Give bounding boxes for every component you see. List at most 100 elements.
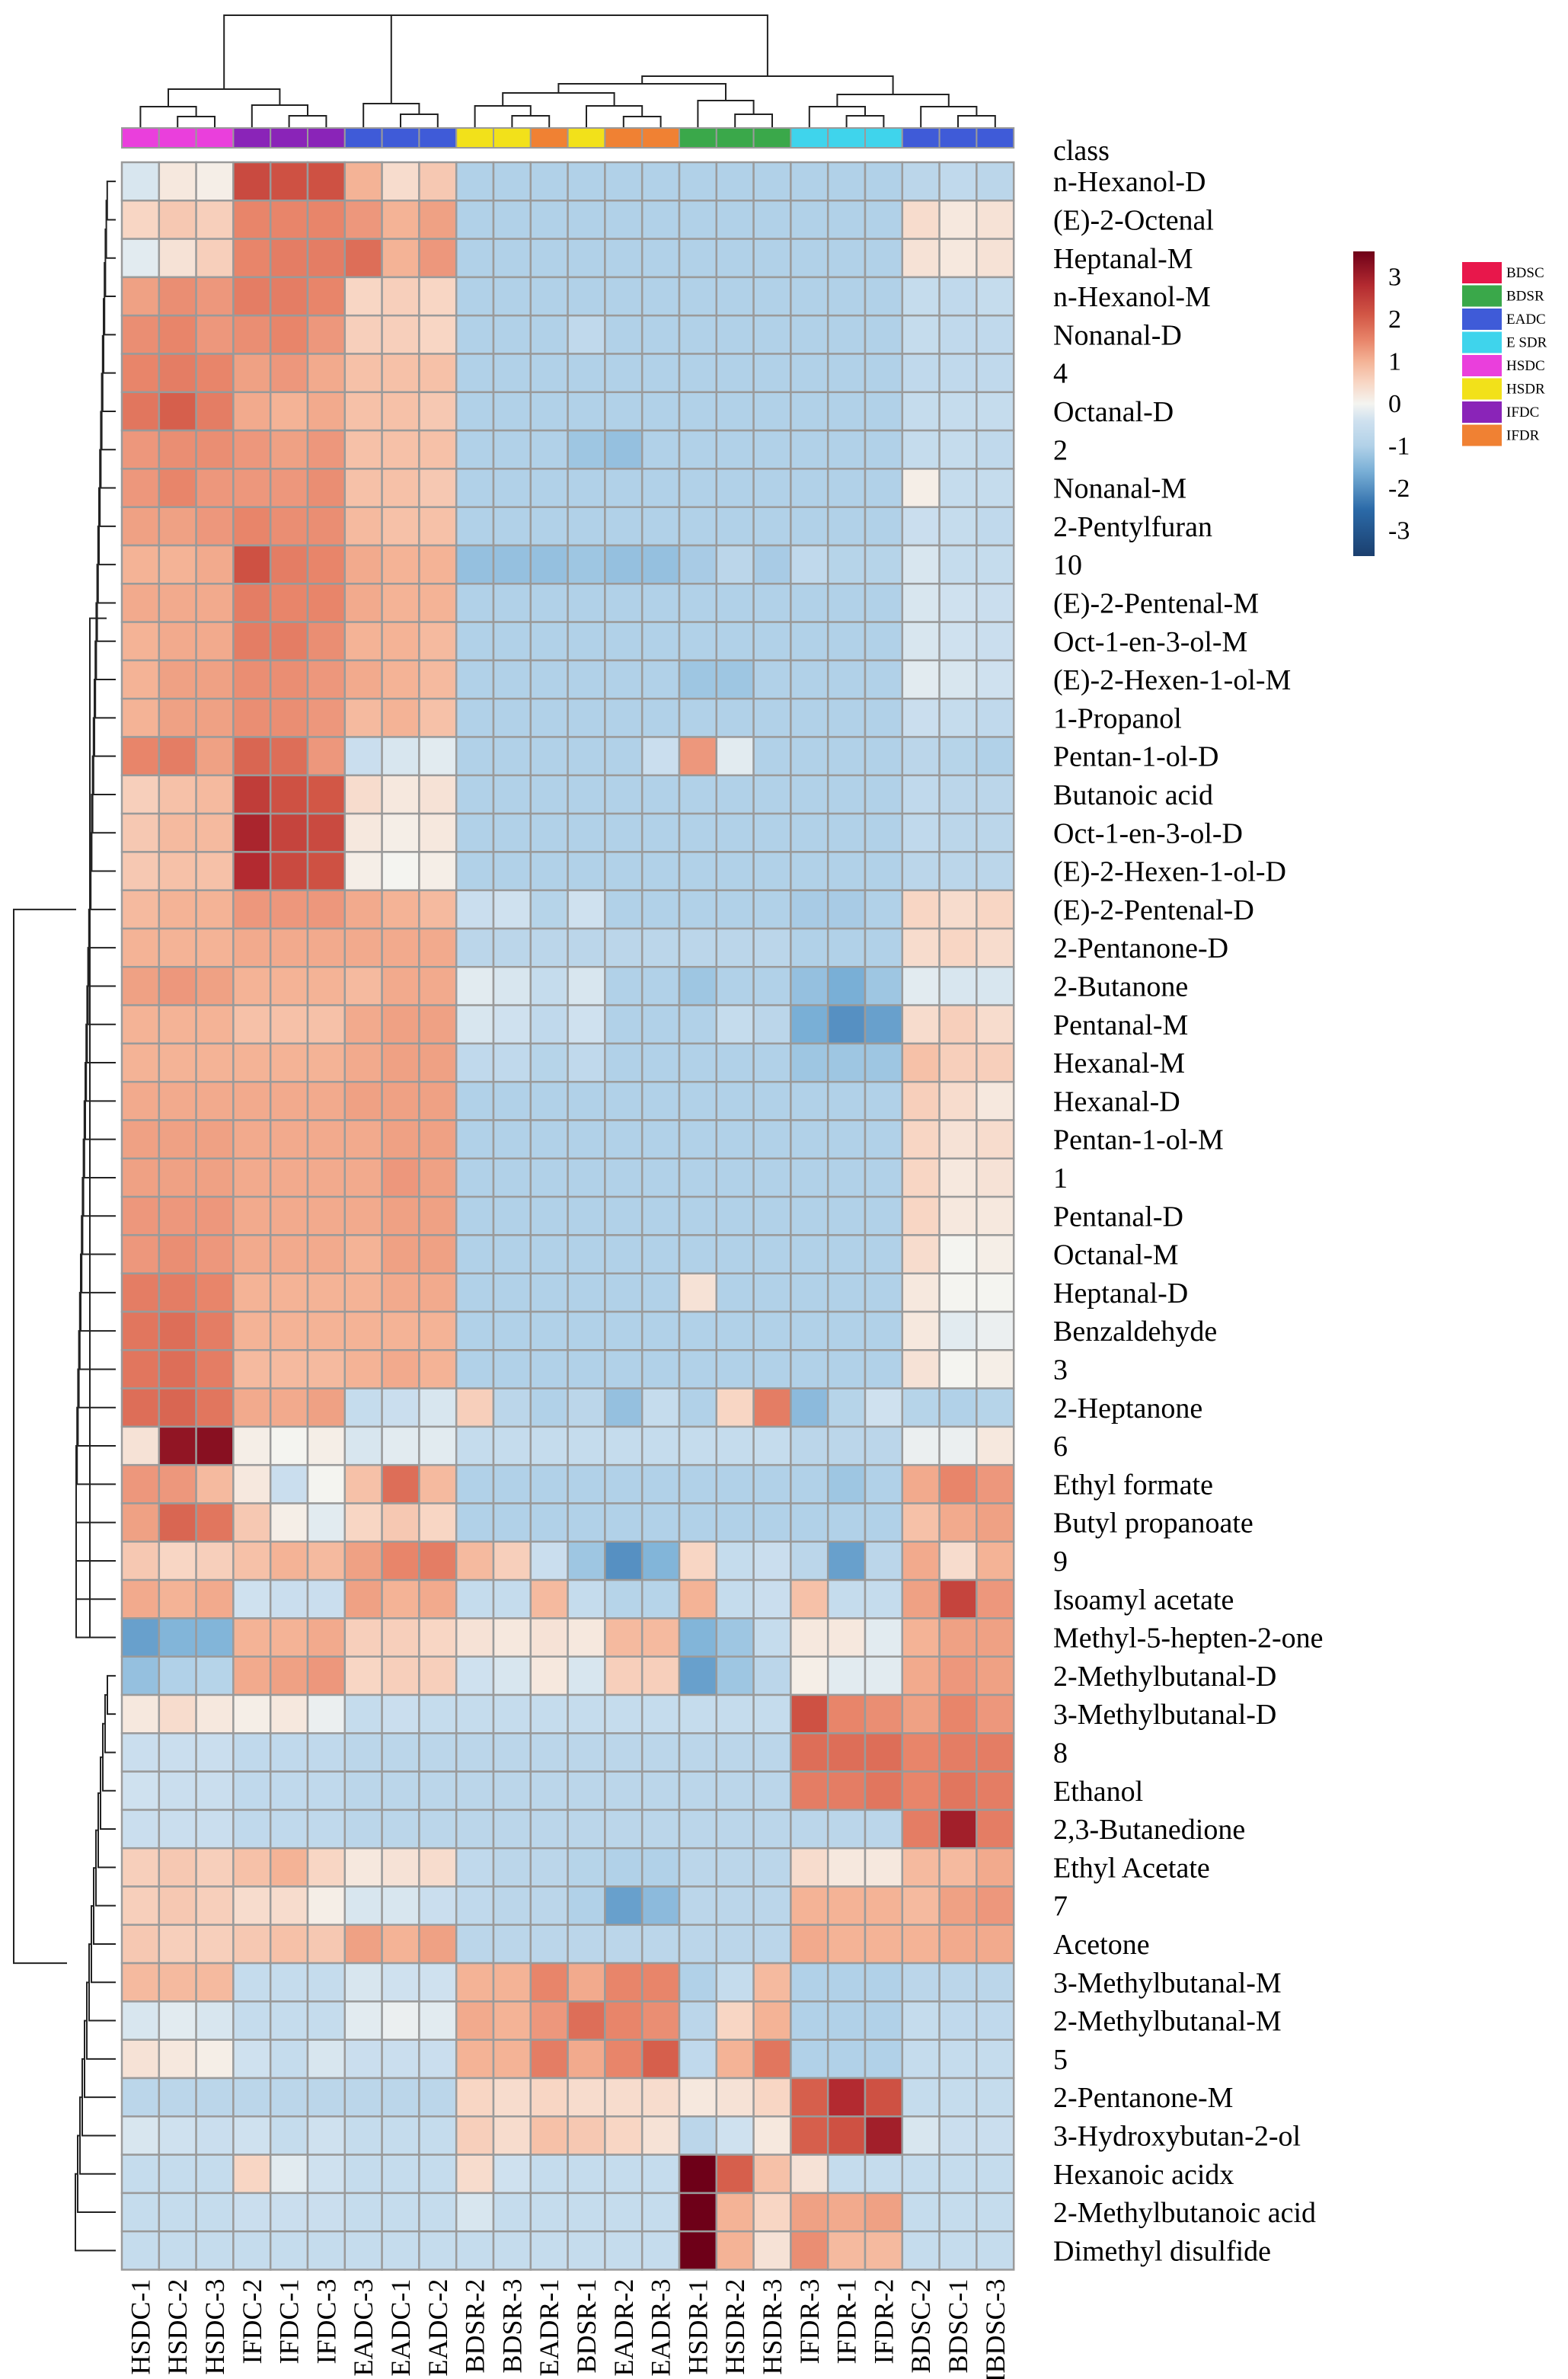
- heatmap-cell: [938, 1310, 978, 1351]
- heatmap-cell: [158, 1693, 197, 1735]
- heatmap-cell: [938, 736, 978, 777]
- heatmap-cell: [790, 1349, 829, 1389]
- heatmap-cell: [158, 544, 197, 585]
- heatmap-cell: [567, 812, 606, 853]
- heatmap-cell: [269, 1578, 309, 1620]
- heatmap-cell: [604, 468, 643, 508]
- heatmap-cell: [492, 1195, 532, 1236]
- heatmap-cell: [826, 621, 867, 662]
- heatmap-cell: [678, 659, 718, 700]
- heatmap-cell: [418, 697, 458, 738]
- heatmap-cell: [640, 1004, 681, 1045]
- heatmap-cell: [567, 697, 606, 738]
- heatmap-cell: [195, 736, 235, 777]
- heatmap-cell: [158, 2154, 197, 2195]
- heatmap-cell: [826, 1540, 867, 1581]
- heatmap-cell: [381, 1540, 420, 1581]
- heatmap-cell: [715, 2115, 755, 2156]
- heatmap-cell: [640, 1502, 681, 1543]
- heatmap-cell: [678, 2000, 718, 2041]
- heatmap-cell: [232, 889, 272, 930]
- heatmap-cell: [604, 2077, 643, 2118]
- heatmap-cell: [158, 1157, 197, 1198]
- heatmap-cell: [752, 1463, 792, 1504]
- heatmap-cell: [195, 621, 235, 662]
- heatmap-cell: [343, 697, 383, 738]
- class-annotation-bar: [121, 127, 1015, 149]
- heatmap-cell: [343, 1463, 383, 1504]
- heatmap-cell: [158, 238, 197, 279]
- heatmap-cell: [938, 812, 978, 853]
- heatmap-cell: [567, 1770, 606, 1811]
- heatmap-cell: [269, 2115, 309, 2156]
- heatmap-cell: [715, 1195, 755, 1236]
- heatmap-cell: [492, 1540, 532, 1581]
- dendrogram-link: [223, 14, 392, 104]
- heatmap-cell: [640, 1387, 681, 1428]
- heatmap-cell: [232, 391, 272, 432]
- heatmap-cell: [195, 1770, 235, 1811]
- heatmap-cell: [455, 583, 495, 623]
- heatmap-cell: [715, 353, 755, 394]
- heatmap-cell: [195, 1540, 235, 1581]
- heatmap-cell: [678, 1119, 718, 1160]
- heatmap-cell: [678, 1080, 718, 1121]
- heatmap-cell: [790, 1119, 829, 1160]
- heatmap-cell: [826, 1042, 867, 1083]
- heatmap-cell: [455, 544, 495, 585]
- heatmap-cell: [306, 1195, 346, 1236]
- heatmap-cell: [938, 1234, 978, 1274]
- legend-swatch: [1462, 355, 1502, 376]
- heatmap-cell: [752, 429, 792, 470]
- heatmap-cell: [195, 468, 235, 508]
- row-label: 2-Methylbutanoic acid: [1053, 2197, 1316, 2229]
- heatmap-cell: [715, 1923, 755, 1965]
- heatmap-cell: [715, 1157, 755, 1198]
- heatmap-cell: [678, 1387, 718, 1428]
- heatmap-cell: [492, 889, 532, 930]
- heatmap-cell: [604, 1540, 643, 1581]
- heatmap-cell: [678, 2038, 718, 2080]
- heatmap-cell: [901, 1272, 940, 1313]
- heatmap-cell: [343, 2154, 383, 2195]
- heatmap-cell: [976, 1310, 1015, 1351]
- heatmap-cell: [864, 774, 904, 815]
- heatmap-cell: [567, 1502, 606, 1543]
- heatmap-cell: [232, 659, 272, 700]
- heatmap-cell: [381, 429, 420, 470]
- heatmap-cell: [529, 1080, 569, 1121]
- heatmap-cell: [901, 391, 940, 432]
- heatmap-cell: [604, 1195, 643, 1236]
- heatmap-cell: [492, 161, 532, 202]
- heatmap-cell: [455, 697, 495, 738]
- heatmap-cell: [790, 1042, 829, 1083]
- heatmap-cell: [976, 1042, 1015, 1083]
- heatmap-cell: [938, 391, 978, 432]
- heatmap-cell: [826, 353, 867, 394]
- heatmap-cell: [492, 1847, 532, 1888]
- heatmap-cell: [826, 314, 867, 355]
- heatmap-cell: [901, 1617, 940, 1658]
- heatmap-cell: [158, 1502, 197, 1543]
- heatmap-cell: [976, 966, 1015, 1006]
- heatmap-cell: [232, 1234, 272, 1274]
- heatmap-cell: [381, 2192, 420, 2233]
- heatmap-cell: [715, 2192, 755, 2233]
- heatmap-cell: [381, 238, 420, 279]
- heatmap-cell: [381, 1617, 420, 1658]
- heatmap-cell: [976, 1502, 1015, 1543]
- heatmap-cell: [529, 697, 569, 738]
- heatmap-cell: [195, 927, 235, 968]
- heatmap-cell: [715, 276, 755, 317]
- heatmap-cell: [306, 1119, 346, 1160]
- heatmap-cell: [901, 1195, 940, 1236]
- heatmap-cell: [381, 1272, 420, 1313]
- heatmap-cell: [232, 697, 272, 738]
- heatmap-cell: [938, 1617, 978, 1658]
- colorbar-tick-label: 1: [1388, 347, 1401, 376]
- heatmap-cell: [232, 1655, 272, 1696]
- heatmap-cell: [826, 1770, 867, 1811]
- heatmap-cell: [418, 1578, 458, 1620]
- heatmap-cells: [120, 161, 1015, 2271]
